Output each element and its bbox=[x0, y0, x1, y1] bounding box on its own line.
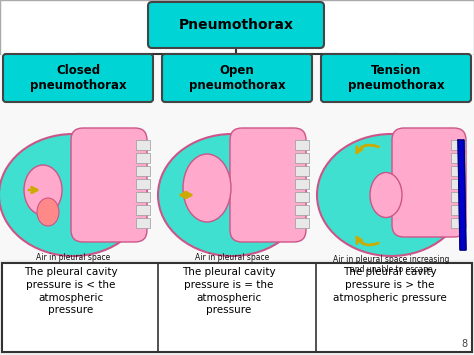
FancyBboxPatch shape bbox=[162, 54, 312, 102]
Text: Air in pleural space: Air in pleural space bbox=[195, 253, 269, 262]
Text: Air in pleural space increasing
and unable to escape: Air in pleural space increasing and unab… bbox=[333, 255, 449, 274]
Bar bbox=[451, 140, 465, 150]
Text: Pneumothorax: Pneumothorax bbox=[179, 18, 293, 32]
Text: The pleural cavity
pressure is < the
atmospheric
pressure: The pleural cavity pressure is < the atm… bbox=[24, 267, 118, 315]
Text: The pleural cavity
pressure is = the
atmospheric
pressure: The pleural cavity pressure is = the atm… bbox=[182, 267, 276, 315]
Bar bbox=[136, 153, 150, 163]
Text: Closed
pneumothorax: Closed pneumothorax bbox=[30, 64, 126, 92]
Bar bbox=[0, 55, 474, 260]
Polygon shape bbox=[458, 140, 466, 250]
Bar bbox=[451, 179, 465, 189]
FancyBboxPatch shape bbox=[148, 2, 324, 48]
Text: Tension
pneumothorax: Tension pneumothorax bbox=[348, 64, 444, 92]
Ellipse shape bbox=[158, 134, 306, 256]
Bar bbox=[136, 179, 150, 189]
Bar bbox=[295, 153, 309, 163]
FancyBboxPatch shape bbox=[3, 54, 153, 102]
Bar bbox=[136, 140, 150, 150]
FancyBboxPatch shape bbox=[392, 128, 466, 237]
Bar bbox=[295, 166, 309, 176]
Ellipse shape bbox=[0, 134, 147, 256]
Bar bbox=[295, 140, 309, 150]
Bar bbox=[2, 263, 472, 352]
Ellipse shape bbox=[370, 173, 402, 218]
Bar bbox=[295, 192, 309, 202]
Ellipse shape bbox=[24, 165, 62, 215]
Bar bbox=[295, 205, 309, 215]
Text: 8: 8 bbox=[462, 339, 468, 349]
Bar bbox=[0, 0, 474, 55]
Ellipse shape bbox=[317, 134, 465, 256]
Bar bbox=[295, 179, 309, 189]
Ellipse shape bbox=[37, 198, 59, 226]
Text: Open
pneumothorax: Open pneumothorax bbox=[189, 64, 285, 92]
Bar bbox=[295, 218, 309, 228]
FancyBboxPatch shape bbox=[71, 128, 147, 242]
Bar bbox=[136, 166, 150, 176]
Ellipse shape bbox=[183, 154, 231, 222]
Bar bbox=[451, 205, 465, 215]
Bar bbox=[136, 192, 150, 202]
Bar bbox=[451, 192, 465, 202]
FancyBboxPatch shape bbox=[230, 128, 306, 242]
Bar bbox=[136, 218, 150, 228]
Text: The pleural cavity
pressure is > the
atmospheric pressure: The pleural cavity pressure is > the atm… bbox=[333, 267, 447, 302]
Text: Air in pleural space: Air in pleural space bbox=[36, 253, 110, 262]
Bar bbox=[451, 218, 465, 228]
Bar bbox=[451, 166, 465, 176]
Bar bbox=[136, 205, 150, 215]
Bar bbox=[0, 55, 474, 103]
Bar bbox=[451, 153, 465, 163]
FancyBboxPatch shape bbox=[321, 54, 471, 102]
